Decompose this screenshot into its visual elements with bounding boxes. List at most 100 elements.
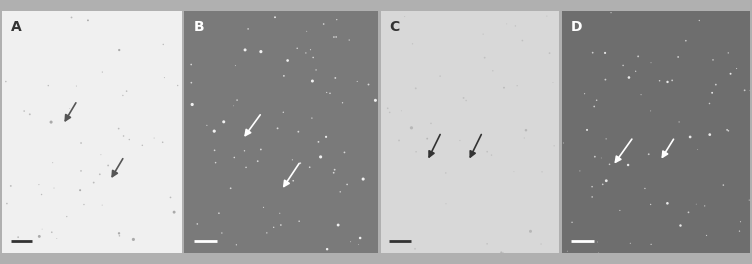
Point xyxy=(334,190,346,194)
Point xyxy=(42,83,54,88)
Point xyxy=(96,203,108,207)
Point xyxy=(304,165,316,169)
Point xyxy=(281,58,293,63)
Point xyxy=(201,123,213,128)
Point xyxy=(287,158,299,162)
Point xyxy=(661,201,673,205)
Point xyxy=(75,169,87,173)
Point xyxy=(440,202,452,206)
Point xyxy=(51,236,63,241)
Point xyxy=(74,188,86,192)
Point xyxy=(48,186,60,190)
Point xyxy=(574,169,586,173)
Point xyxy=(268,225,280,229)
Point xyxy=(332,223,344,227)
Point xyxy=(123,138,135,142)
Point xyxy=(704,133,716,137)
Point xyxy=(238,149,250,153)
Point xyxy=(208,129,220,133)
Point xyxy=(588,104,600,109)
Point xyxy=(561,249,573,253)
Point xyxy=(278,74,290,78)
Point xyxy=(586,195,598,199)
Point xyxy=(301,29,313,34)
Point xyxy=(18,109,30,113)
Point xyxy=(596,156,608,160)
Point xyxy=(703,101,715,106)
Point xyxy=(231,98,243,102)
Point xyxy=(0,79,12,84)
Point xyxy=(271,126,284,130)
Point xyxy=(481,150,493,154)
Point xyxy=(239,48,251,52)
Point xyxy=(255,50,267,54)
Point xyxy=(218,120,230,124)
Point xyxy=(566,220,578,224)
Point xyxy=(95,153,107,157)
Point xyxy=(82,18,94,22)
Point xyxy=(47,161,59,165)
Point xyxy=(78,202,90,207)
Point xyxy=(216,231,228,235)
Point xyxy=(743,198,752,202)
Point xyxy=(320,135,332,139)
Point xyxy=(328,171,340,175)
Point xyxy=(536,170,548,174)
Point xyxy=(635,93,647,97)
Point xyxy=(225,186,237,190)
Point xyxy=(699,204,711,208)
Point xyxy=(1,201,13,206)
Point xyxy=(684,135,696,139)
Point xyxy=(45,120,57,124)
Point xyxy=(605,11,617,15)
Point xyxy=(690,202,702,206)
Point xyxy=(541,14,553,18)
Point xyxy=(723,129,735,133)
Point xyxy=(343,38,355,42)
Point xyxy=(738,88,750,92)
Point xyxy=(293,219,305,223)
Point xyxy=(454,138,466,143)
Point xyxy=(157,42,169,46)
Point xyxy=(693,18,705,23)
Point xyxy=(680,39,692,43)
Point xyxy=(730,67,742,71)
Point xyxy=(501,22,513,26)
Point xyxy=(589,154,601,159)
Point xyxy=(94,172,106,176)
Point xyxy=(393,138,405,143)
Point xyxy=(724,72,736,76)
Point xyxy=(721,128,733,132)
Point xyxy=(186,102,199,107)
Point xyxy=(328,35,340,39)
Point xyxy=(707,58,719,62)
Point xyxy=(329,76,341,80)
Text: A: A xyxy=(11,20,21,34)
Text: B: B xyxy=(194,20,205,34)
Point xyxy=(717,183,729,187)
Point xyxy=(706,91,718,95)
Point xyxy=(653,79,666,83)
Point xyxy=(338,150,350,154)
Point xyxy=(486,153,498,157)
Point xyxy=(683,210,695,214)
Point xyxy=(230,243,242,247)
Point xyxy=(498,86,510,90)
Point xyxy=(524,229,536,233)
Point xyxy=(71,84,83,88)
Point xyxy=(261,231,273,235)
Point xyxy=(291,46,303,50)
Point xyxy=(509,24,521,28)
Point xyxy=(279,180,291,185)
Point xyxy=(61,214,73,219)
Text: D: D xyxy=(572,20,583,34)
Point xyxy=(547,80,559,84)
Point xyxy=(644,109,656,113)
Point xyxy=(645,242,657,247)
Point xyxy=(274,223,287,227)
Point xyxy=(36,227,48,231)
Point xyxy=(229,155,241,160)
Point xyxy=(148,136,160,140)
Point xyxy=(310,68,322,72)
Point xyxy=(75,141,87,145)
